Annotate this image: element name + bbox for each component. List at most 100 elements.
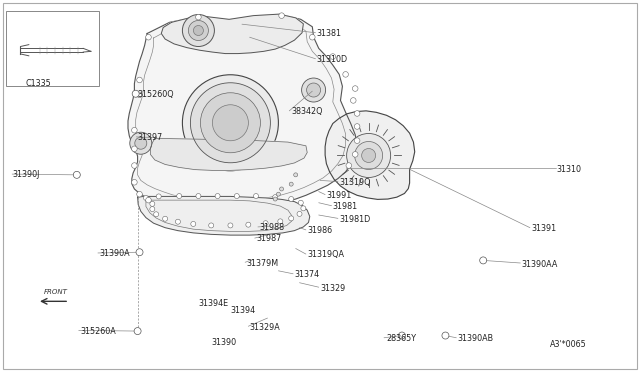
Text: 31986: 31986 <box>307 226 332 235</box>
Circle shape <box>163 216 168 221</box>
Circle shape <box>196 193 201 199</box>
Circle shape <box>276 192 280 196</box>
Circle shape <box>132 127 137 133</box>
Circle shape <box>351 97 356 103</box>
Circle shape <box>132 163 137 169</box>
Circle shape <box>355 141 383 170</box>
Circle shape <box>130 132 152 154</box>
Circle shape <box>143 195 148 201</box>
Circle shape <box>353 86 358 92</box>
Text: 315260A: 315260A <box>80 327 116 336</box>
Circle shape <box>278 219 283 224</box>
Polygon shape <box>161 14 303 54</box>
Text: 31981D: 31981D <box>339 215 371 224</box>
Text: 31390: 31390 <box>211 338 236 347</box>
Circle shape <box>156 194 161 199</box>
Circle shape <box>263 221 268 226</box>
Circle shape <box>279 13 284 19</box>
Polygon shape <box>150 138 307 170</box>
Circle shape <box>135 137 147 149</box>
Text: 31329A: 31329A <box>250 323 280 332</box>
Circle shape <box>280 187 284 191</box>
Circle shape <box>193 26 204 35</box>
Circle shape <box>362 148 376 163</box>
Text: C1335: C1335 <box>26 79 51 88</box>
Polygon shape <box>138 196 310 235</box>
Circle shape <box>136 249 143 256</box>
Text: 31390AA: 31390AA <box>522 260 558 269</box>
Text: 38342Q: 38342Q <box>291 107 323 116</box>
Circle shape <box>215 193 220 199</box>
Circle shape <box>228 223 233 228</box>
Text: 28365Y: 28365Y <box>386 334 416 343</box>
Text: 31391: 31391 <box>531 224 556 233</box>
Text: 31397: 31397 <box>138 133 163 142</box>
Text: 31329: 31329 <box>320 284 345 293</box>
Circle shape <box>137 77 142 83</box>
Circle shape <box>137 92 142 98</box>
Text: 31981: 31981 <box>333 202 358 211</box>
Circle shape <box>289 216 294 221</box>
Circle shape <box>347 134 390 177</box>
Circle shape <box>330 54 335 60</box>
Circle shape <box>209 223 214 228</box>
Circle shape <box>298 200 303 205</box>
Circle shape <box>246 222 251 227</box>
Text: 31390A: 31390A <box>99 249 130 258</box>
Circle shape <box>150 206 155 212</box>
Circle shape <box>353 151 358 157</box>
Circle shape <box>146 197 151 203</box>
Circle shape <box>442 332 449 339</box>
Circle shape <box>191 221 196 227</box>
Text: 31394E: 31394E <box>198 299 228 308</box>
Circle shape <box>132 146 137 152</box>
Circle shape <box>212 105 248 141</box>
Text: 315260Q: 315260Q <box>138 90 174 99</box>
Circle shape <box>200 93 260 153</box>
Polygon shape <box>128 15 357 209</box>
Text: 31394: 31394 <box>230 306 255 315</box>
Text: 31310: 31310 <box>557 165 582 174</box>
Text: 31381: 31381 <box>317 29 342 38</box>
Circle shape <box>177 193 182 199</box>
Circle shape <box>134 328 141 334</box>
Circle shape <box>301 206 306 211</box>
Circle shape <box>346 163 351 169</box>
Circle shape <box>289 182 293 186</box>
Circle shape <box>191 83 270 163</box>
Circle shape <box>182 75 278 171</box>
FancyBboxPatch shape <box>6 11 99 86</box>
Circle shape <box>196 14 201 20</box>
Circle shape <box>355 110 360 116</box>
Text: 31319QA: 31319QA <box>307 250 344 259</box>
Circle shape <box>355 124 360 129</box>
Circle shape <box>294 173 298 177</box>
Circle shape <box>188 20 209 41</box>
Circle shape <box>273 195 278 200</box>
Circle shape <box>399 332 405 339</box>
Text: 31390AB: 31390AB <box>458 334 493 343</box>
Text: 31319Q: 31319Q <box>339 178 371 187</box>
Text: 31988: 31988 <box>259 223 284 232</box>
Circle shape <box>355 138 360 144</box>
Circle shape <box>150 201 155 206</box>
Circle shape <box>175 219 180 224</box>
Text: 31987: 31987 <box>256 234 281 243</box>
Polygon shape <box>325 111 415 199</box>
Circle shape <box>234 193 239 199</box>
Circle shape <box>343 71 348 77</box>
Text: 31991: 31991 <box>326 191 351 200</box>
Text: 31374: 31374 <box>294 270 319 279</box>
Circle shape <box>301 78 326 102</box>
Text: FRONT: FRONT <box>44 289 67 295</box>
Text: 31390J: 31390J <box>13 170 40 179</box>
Circle shape <box>146 34 151 40</box>
Circle shape <box>132 179 137 185</box>
Circle shape <box>480 257 486 264</box>
Text: A3'*0065: A3'*0065 <box>550 340 587 349</box>
Circle shape <box>253 193 259 199</box>
Circle shape <box>289 196 294 202</box>
Circle shape <box>307 83 321 97</box>
Circle shape <box>182 15 214 46</box>
Circle shape <box>310 34 315 40</box>
